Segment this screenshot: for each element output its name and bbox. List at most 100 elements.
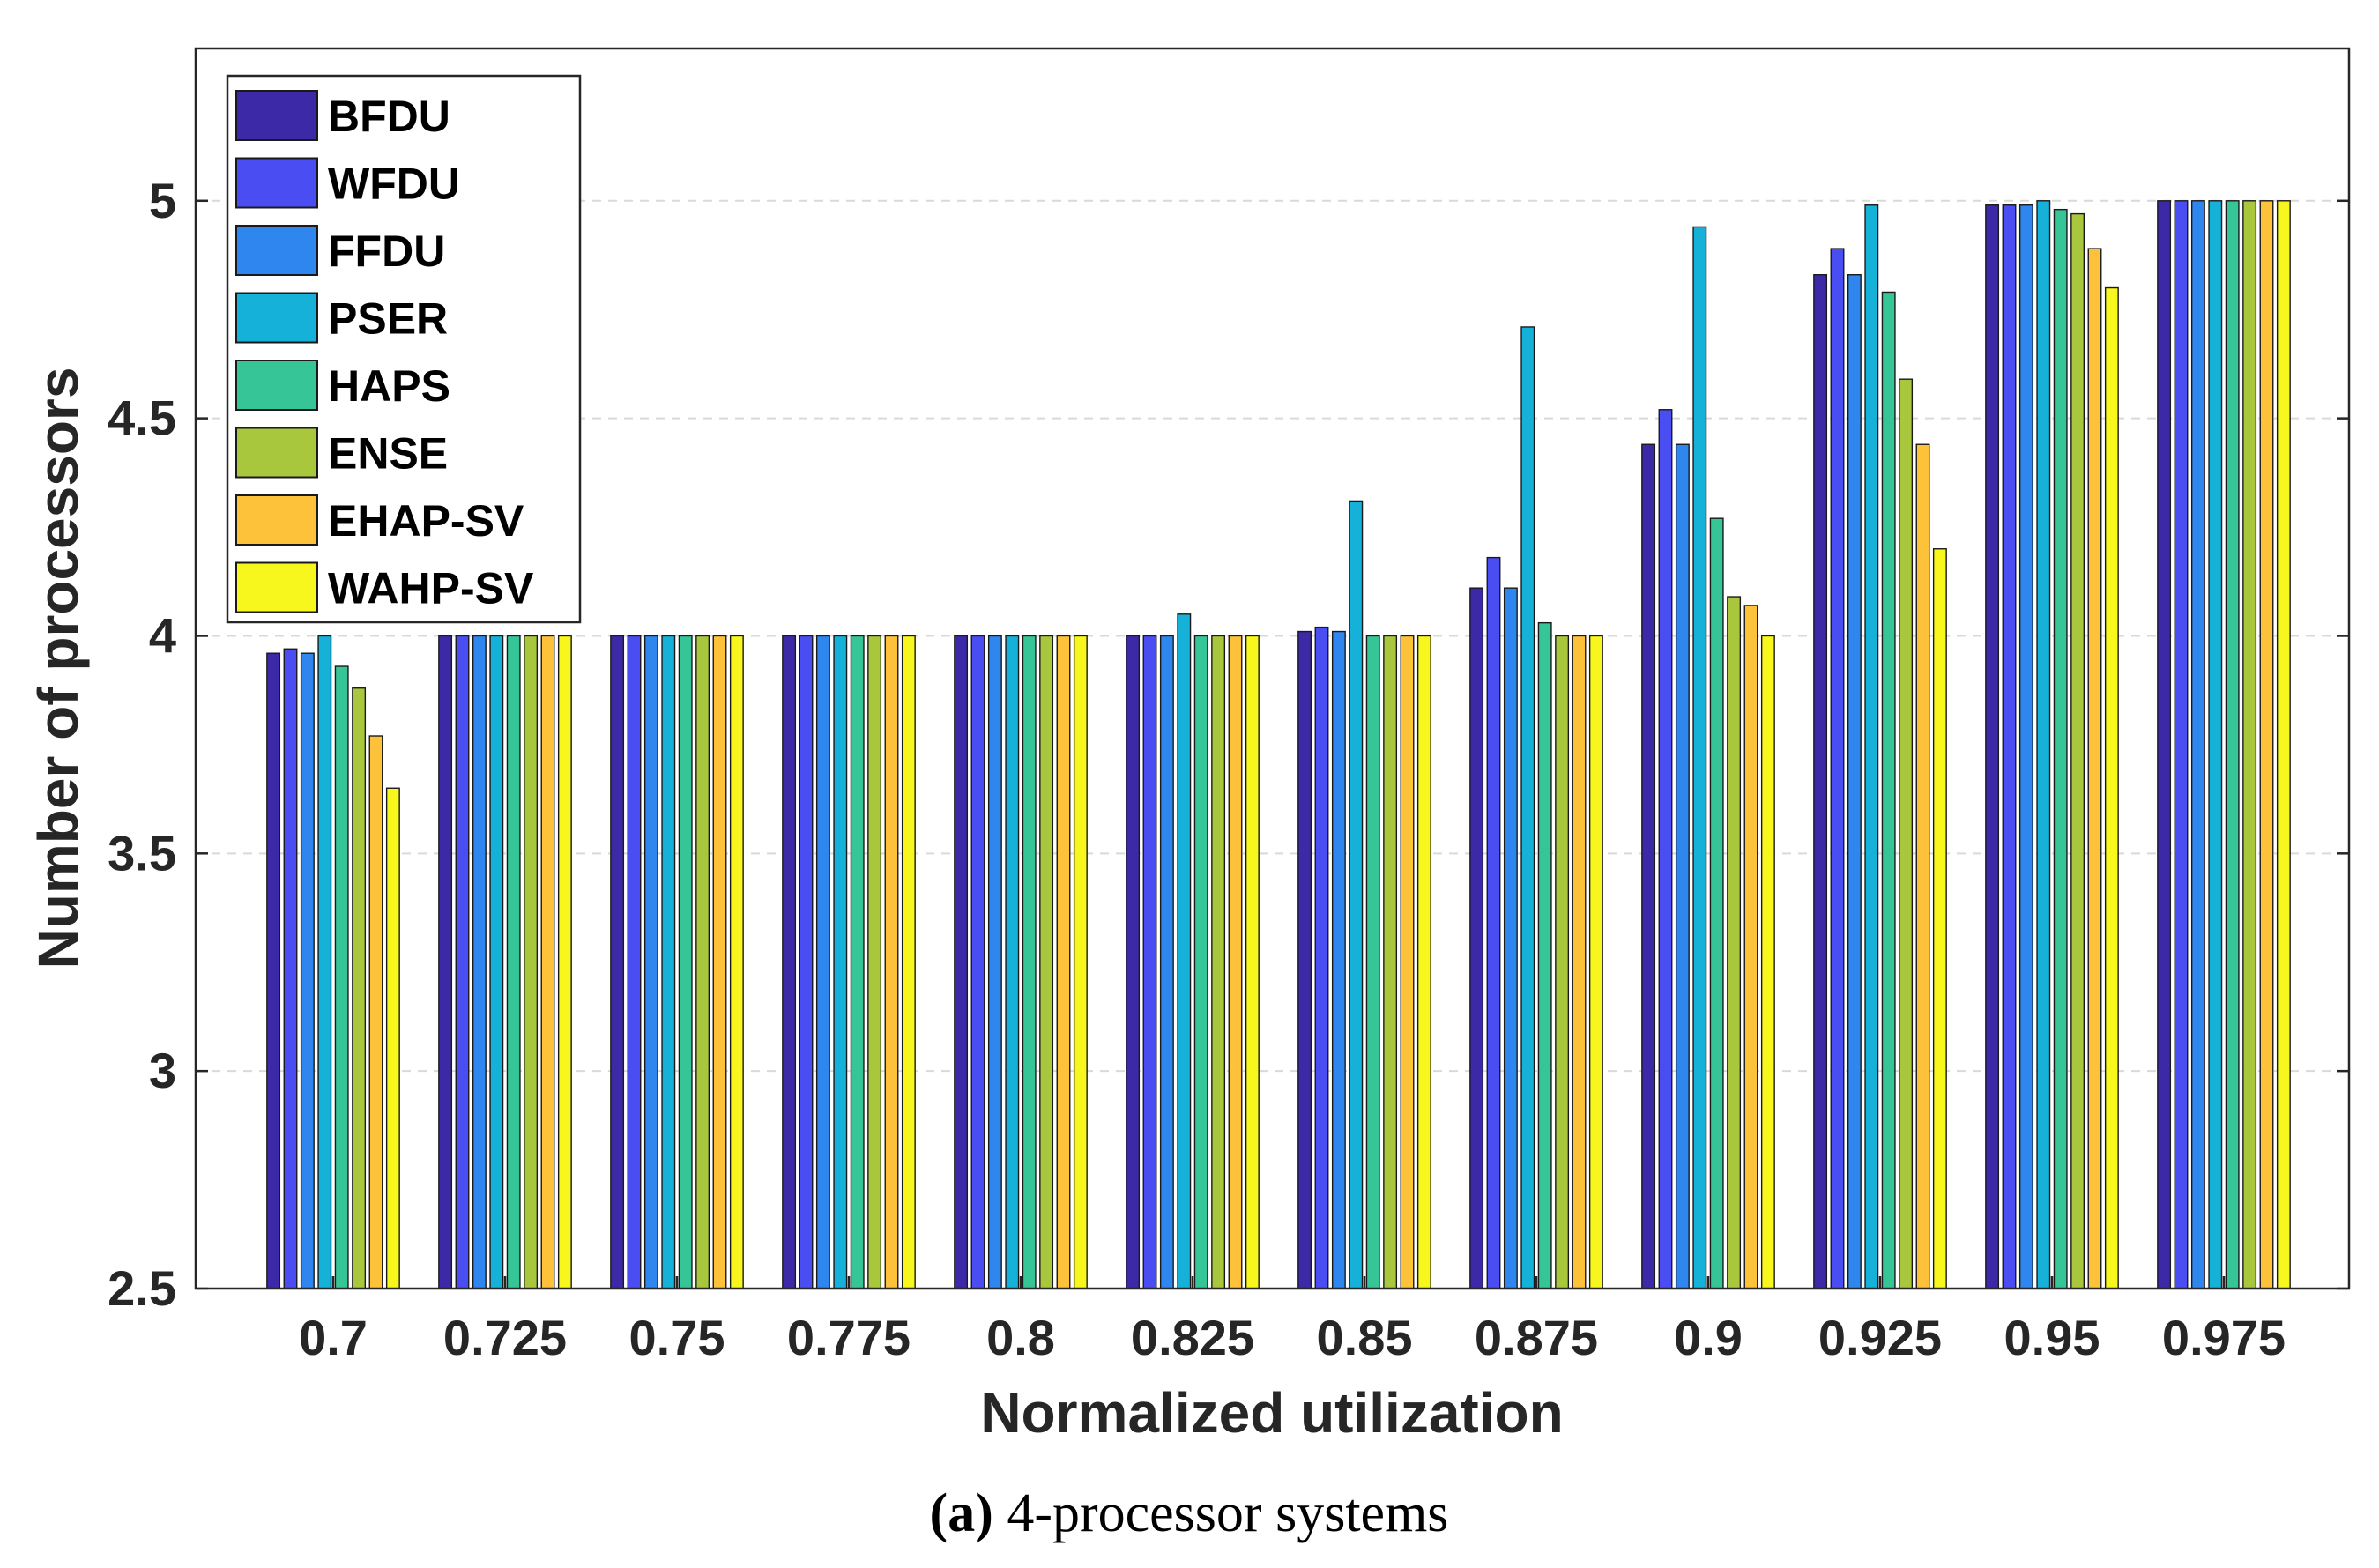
y-tick-label: 4 (149, 607, 176, 663)
plot-frame (194, 47, 2351, 1290)
bar-ehap-sv-0.775 (884, 635, 899, 1289)
bar-ense-0.875 (1555, 635, 1570, 1289)
bar-wfdu-0.85 (1314, 626, 1329, 1289)
x-tick-label: 0.825 (1131, 1310, 1254, 1365)
y-tick-label: 3 (149, 1043, 176, 1098)
bar-ffdu-0.975 (2190, 200, 2205, 1289)
x-tick-label: 0.975 (2162, 1310, 2286, 1365)
bar-pser-0.825 (1177, 613, 1192, 1289)
bar-bfdu-0.725 (438, 635, 453, 1289)
bar-wfdu-0.7 (283, 648, 298, 1289)
bar-bfdu-0.925 (1813, 274, 1828, 1289)
caption-prefix: (a) (930, 1483, 993, 1543)
bar-pser-0.925 (1864, 204, 1879, 1289)
bar-ense-0.8 (1039, 635, 1054, 1289)
bar-wahp-sv-0.7 (385, 787, 400, 1289)
bar-pser-0.875 (1520, 326, 1535, 1289)
bar-pser-0.775 (833, 635, 848, 1289)
bar-haps-0.85 (1365, 635, 1380, 1289)
bar-haps-0.8 (1022, 635, 1037, 1289)
bar-bfdu-0.7 (266, 652, 281, 1289)
bar-bfdu-0.75 (610, 635, 625, 1289)
legend-label-bfdu: BFDU (328, 92, 450, 141)
x-tick-label: 0.775 (787, 1310, 911, 1365)
bar-bfdu-0.875 (1469, 587, 1484, 1289)
bar-haps-0.925 (1881, 291, 1896, 1289)
y-tick-label: 4.5 (108, 390, 176, 446)
bar-ense-0.95 (2070, 212, 2085, 1289)
bar-wfdu-0.875 (1486, 556, 1501, 1289)
bar-ffdu-0.9 (1675, 443, 1690, 1289)
bar-wahp-sv-0.925 (1932, 548, 1947, 1289)
bar-wfdu-0.975 (2174, 200, 2189, 1289)
bar-ense-0.7 (352, 687, 367, 1289)
bar-haps-0.975 (2225, 200, 2240, 1289)
legend-swatch-ffdu (235, 225, 318, 276)
bar-ehap-sv-0.9 (1743, 605, 1758, 1289)
bar-ense-0.925 (1899, 378, 1914, 1289)
bar-wahp-sv-0.825 (1245, 635, 1260, 1289)
x-tick-label: 0.725 (443, 1310, 567, 1365)
legend-swatch-wfdu (235, 157, 318, 209)
bar-bfdu-0.975 (2157, 200, 2172, 1289)
bar-pser-0.7 (317, 635, 332, 1289)
bar-ehap-sv-0.75 (712, 635, 727, 1289)
bar-haps-0.775 (850, 635, 865, 1289)
legend-swatch-pser (235, 292, 318, 344)
bar-wahp-sv-0.975 (2276, 200, 2291, 1289)
bar-pser-0.85 (1349, 500, 1364, 1289)
bar-wfdu-0.75 (627, 635, 642, 1289)
bar-wahp-sv-0.85 (1416, 635, 1431, 1289)
y-axis-ticks: 2.5 3 3.5 4 4.5 5 (108, 173, 2349, 1316)
bar-pser-0.975 (2208, 200, 2223, 1289)
bar-wahp-sv-0.75 (729, 635, 744, 1289)
bar-ehap-sv-0.725 (540, 635, 555, 1289)
bar-ffdu-0.75 (643, 635, 658, 1289)
bar-ffdu-0.85 (1331, 630, 1346, 1289)
bar-ense-0.75 (695, 635, 710, 1289)
legend-label-wfdu: WFDU (328, 160, 460, 209)
bar-wahp-sv-0.775 (901, 635, 916, 1289)
x-tick-label: 0.925 (1818, 1310, 1942, 1365)
bar-wfdu-0.925 (1830, 248, 1845, 1289)
bar-ffdu-0.875 (1503, 587, 1518, 1289)
bar-wahp-sv-0.725 (557, 635, 572, 1289)
bar-ehap-sv-0.875 (1572, 635, 1587, 1289)
bar-ffdu-0.8 (987, 635, 1002, 1289)
bar-bfdu-0.9 (1641, 443, 1656, 1289)
bar-wfdu-0.8 (970, 635, 985, 1289)
bar-wfdu-0.775 (799, 635, 814, 1289)
bars (266, 200, 2291, 1289)
bar-haps-0.9 (1709, 517, 1724, 1289)
bar-ehap-sv-0.95 (2087, 248, 2102, 1289)
bar-ffdu-0.775 (815, 635, 830, 1289)
bar-ense-0.9 (1727, 596, 1742, 1289)
bar-ehap-sv-0.8 (1056, 635, 1071, 1289)
x-tick-label: 0.9 (1674, 1310, 1743, 1365)
bar-bfdu-0.95 (1985, 204, 2000, 1289)
legend-swatch-wahp-sv (235, 561, 318, 613)
bar-bfdu-0.775 (782, 635, 797, 1289)
legend-label-ense: ENSE (328, 429, 448, 479)
bar-ffdu-0.7 (300, 652, 315, 1289)
legend-swatch-haps (235, 360, 318, 411)
y-tick-label: 2.5 (108, 1260, 176, 1316)
legend-label-ehap-sv: EHAP-SV (328, 496, 524, 546)
bar-ense-0.825 (1211, 635, 1226, 1289)
bar-haps-0.875 (1537, 621, 1552, 1289)
bar-ehap-sv-0.85 (1400, 635, 1415, 1289)
bar-pser-0.95 (2036, 200, 2051, 1289)
bar-ense-0.775 (867, 635, 882, 1289)
bar-haps-0.7 (334, 665, 349, 1289)
caption-text: 4-processor systems (993, 1483, 1449, 1543)
bar-ehap-sv-0.975 (2259, 200, 2274, 1289)
legend-swatch-ehap-sv (235, 494, 318, 546)
bar-wfdu-0.95 (2002, 204, 2017, 1289)
bar-pser-0.75 (661, 635, 676, 1289)
legend-swatch-bfdu (235, 90, 318, 141)
bar-ense-0.725 (524, 635, 539, 1289)
bar-bfdu-0.825 (1126, 635, 1141, 1289)
bar-pser-0.725 (489, 635, 504, 1289)
x-tick-label: 0.75 (629, 1310, 725, 1365)
x-axis-ticks: 0.7 0.725 0.75 0.775 0.8 0.825 0.85 0.875 0.9 0.9… (299, 1276, 2286, 1365)
